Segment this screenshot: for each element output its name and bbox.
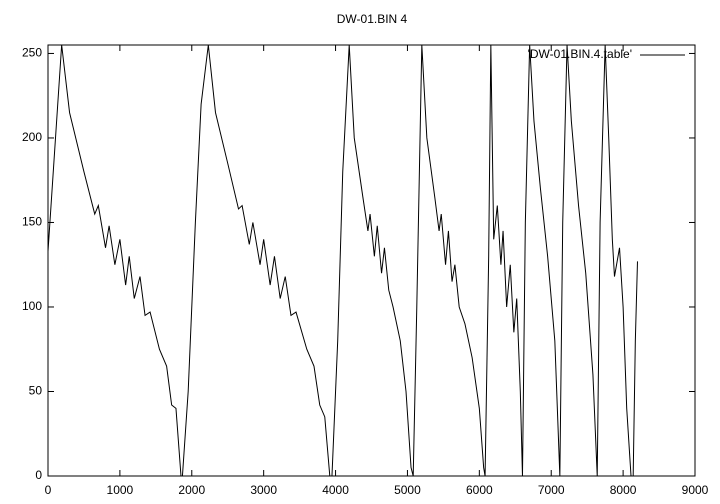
x-tick-label: 1000 (107, 483, 134, 497)
x-tick-label: 8000 (610, 483, 637, 497)
y-tick-label: 0 (35, 468, 42, 482)
y-tick-label: 200 (22, 130, 42, 144)
x-tick-label: 7000 (538, 483, 565, 497)
x-tick-label: 4000 (322, 483, 349, 497)
y-tick-label: 100 (22, 299, 42, 313)
y-tick-label: 50 (29, 384, 43, 398)
x-tick-label: 6000 (466, 483, 493, 497)
legend-label: 'DW-01.BIN.4.table' (528, 47, 632, 61)
x-tick-label: 9000 (682, 483, 709, 497)
plot-frame (47, 44, 696, 477)
y-tick-label: 150 (22, 215, 42, 229)
data-line (47, 44, 638, 477)
x-tick-label: 5000 (394, 483, 421, 497)
x-tick-label: 2000 (178, 483, 205, 497)
y-tick-label: 250 (22, 46, 42, 60)
x-tick-label: 0 (45, 483, 52, 497)
chart-title: DW-01.BIN 4 (337, 12, 408, 26)
x-tick-label: 3000 (250, 483, 277, 497)
